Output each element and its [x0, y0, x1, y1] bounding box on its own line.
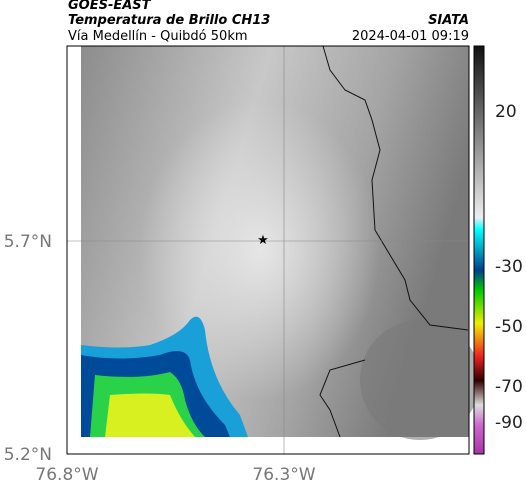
- colorbar-label: -90: [495, 413, 523, 433]
- datetime: 2024-04-01 09:19: [352, 29, 469, 44]
- lat-label: 5.2°N: [4, 445, 52, 465]
- source: GOES-EAST: [68, 0, 152, 13]
- map-imagery: [81, 46, 480, 440]
- colorbar: [473, 45, 485, 455]
- colorbar-label: -50: [495, 317, 523, 337]
- location-marker: ★: [257, 233, 269, 248]
- lon-label: 76.8°W: [35, 465, 98, 485]
- border-line: [319, 45, 469, 438]
- map-frame: [66, 45, 470, 455]
- lat-label: 5.7°N: [4, 232, 52, 252]
- colorbar-label: -70: [495, 377, 523, 397]
- title: Temperatura de Brillo CH13: [68, 13, 270, 28]
- route: Vía Medellín - Quibdó 50km: [68, 29, 248, 44]
- colorbar-label: -30: [495, 257, 523, 277]
- lon-label: 76.3°W: [252, 465, 315, 485]
- colorbar-label: 20: [495, 102, 517, 122]
- org: SIATA: [428, 13, 469, 28]
